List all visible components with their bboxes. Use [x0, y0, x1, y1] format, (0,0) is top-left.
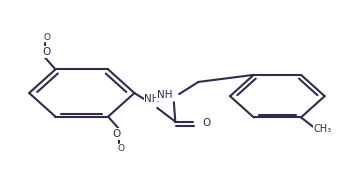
Text: O: O — [117, 145, 124, 153]
Text: O: O — [202, 118, 211, 128]
Text: O: O — [42, 47, 51, 57]
Text: CH₃: CH₃ — [314, 124, 332, 134]
Text: O: O — [43, 33, 50, 41]
Text: O: O — [113, 129, 121, 139]
Text: NH: NH — [157, 90, 172, 100]
Text: NH: NH — [145, 94, 160, 105]
